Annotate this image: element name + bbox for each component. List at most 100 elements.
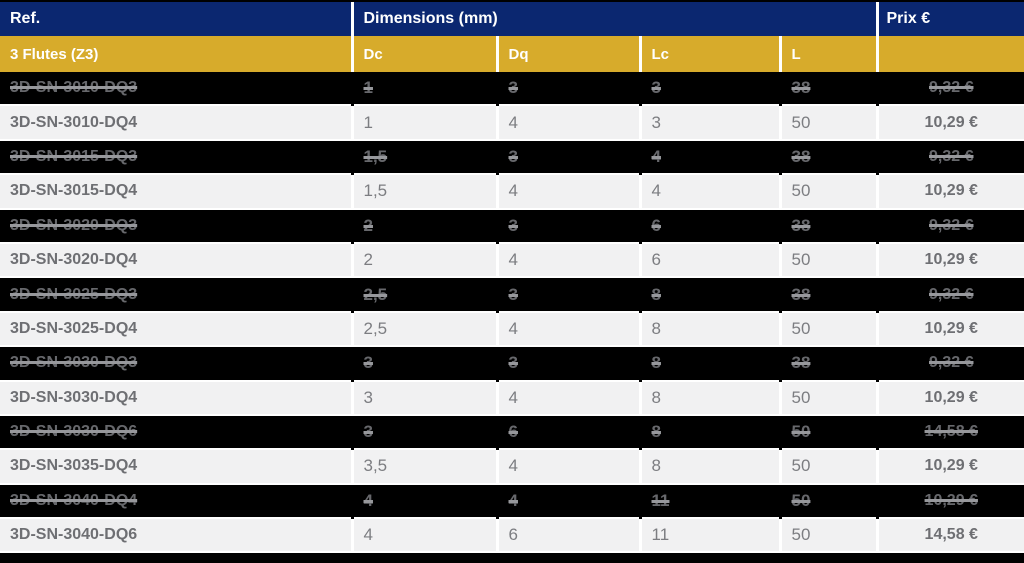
price-cell: 9,32 €	[875, 139, 1024, 175]
table-body: 3D-SN-3010-DQ3 1 3 3 38 9,32 € 3D-SN-301…	[0, 72, 1024, 553]
dc-value: 1	[363, 112, 373, 132]
dq-cell: 3	[495, 72, 640, 106]
dc-cell: 2,5	[350, 277, 497, 312]
table-row: 3D-SN-3010-DQ4 1 4 3 50 10,29 €	[0, 105, 1024, 140]
ref-code: 3D-SN-3025-DQ4	[10, 319, 138, 337]
dq-cell: 4	[495, 174, 640, 209]
dq-value: 4	[508, 250, 518, 270]
price-value: 9,32 €	[929, 147, 974, 165]
dc-value: 1,5	[363, 181, 388, 201]
l-cell: 50	[778, 449, 877, 484]
lc-value: 8	[651, 456, 661, 476]
price-cell: 10,29 €	[875, 311, 1024, 347]
ref-cell: 3D-SN-3015-DQ4	[0, 174, 352, 209]
price-cell: 9,32 €	[875, 208, 1024, 243]
dc-value: 2,5	[363, 284, 388, 304]
l-cell: 38	[778, 346, 877, 381]
dq-cell: 6	[495, 518, 640, 553]
lc-value: 11	[651, 490, 670, 510]
ref-code: 3D-SN-3020-DQ4	[10, 251, 138, 269]
l-value: 50	[791, 525, 811, 545]
dc-value: 2,5	[363, 318, 388, 338]
lc-cell: 4	[638, 139, 780, 175]
lc-cell: 8	[638, 346, 780, 381]
ref-code: 3D-SN-3035-DQ4	[10, 457, 138, 475]
dc-value: 1	[363, 78, 373, 98]
dc-value: 3	[363, 387, 373, 407]
price-value: 14,58 €	[924, 526, 978, 544]
price-cell: 10,29 €	[875, 483, 1024, 519]
l-value: 50	[791, 181, 811, 201]
lc-value: 6	[651, 215, 661, 235]
l-cell: 38	[778, 139, 877, 175]
ref-code: 3D-SN-3015-DQ3	[10, 147, 138, 165]
lc-value: 8	[651, 422, 661, 442]
column-header-prix: Prix €	[875, 2, 1024, 36]
price-value: 9,32 €	[929, 79, 974, 97]
dq-cell: 3	[495, 346, 640, 381]
price-cell: 14,58 €	[875, 518, 1024, 553]
l-cell: 50	[778, 174, 877, 209]
table-row: 3D-SN-3035-DQ4 3,5 4 8 50 10,29 €	[0, 449, 1024, 484]
dq-cell: 4	[495, 380, 640, 415]
lc-value: 8	[651, 353, 661, 373]
dc-cell: 3	[350, 414, 497, 450]
dq-value: 6	[508, 525, 518, 545]
price-cell: 9,32 €	[875, 346, 1024, 381]
dq-value: 4	[508, 490, 518, 510]
ref-code: 3D-SN-3010-DQ4	[10, 113, 138, 131]
dq-value: 4	[508, 387, 518, 407]
price-value: 10,29 €	[924, 182, 978, 200]
dc-cell: 2	[350, 242, 497, 278]
dq-cell: 4	[495, 311, 640, 347]
ref-cell: 3D-SN-3010-DQ4	[0, 105, 352, 140]
price-value: 9,32 €	[929, 285, 974, 303]
l-value: 50	[791, 422, 811, 442]
ref-code: 3D-SN-3030-DQ4	[10, 388, 138, 406]
ref-cell: 3D-SN-3015-DQ3	[0, 139, 352, 175]
dq-value: 4	[508, 456, 518, 476]
table-row: 3D-SN-3020-DQ3 2 3 6 38 9,32 €	[0, 208, 1024, 243]
lc-value: 3	[651, 112, 661, 132]
lc-cell: 8	[638, 414, 780, 450]
lc-value: 8	[651, 387, 661, 407]
dc-value: 3,5	[363, 456, 388, 476]
column-header-dimensions: Dimensions (mm)	[350, 2, 877, 36]
dc-value: 1,5	[363, 146, 388, 166]
price-cell: 10,29 €	[875, 242, 1024, 278]
price-value: 9,32 €	[929, 354, 974, 372]
column-header-dq: Dq	[495, 36, 640, 72]
price-value: 10,29 €	[924, 457, 978, 475]
l-value: 50	[791, 456, 811, 476]
dq-value: 6	[508, 422, 518, 442]
dc-value: 3	[363, 422, 373, 442]
price-value: 10,29 €	[924, 113, 978, 131]
table-row: 3D-SN-3030-DQ6 3 6 8 50 14,58 €	[0, 414, 1024, 450]
lc-cell: 11	[638, 483, 780, 519]
l-cell: 50	[778, 380, 877, 415]
dq-value: 4	[508, 181, 518, 201]
table-row: 3D-SN-3015-DQ3 1,5 3 4 38 9,32 €	[0, 139, 1024, 175]
lc-value: 8	[651, 318, 661, 338]
dq-cell: 4	[495, 105, 640, 140]
price-cell: 10,29 €	[875, 105, 1024, 140]
l-value: 50	[791, 250, 811, 270]
l-value: 38	[791, 215, 811, 235]
dq-cell: 4	[495, 242, 640, 278]
dq-cell: 3	[495, 208, 640, 243]
price-cell: 9,32 €	[875, 72, 1024, 106]
l-value: 50	[791, 490, 811, 510]
ref-code: 3D-SN-3025-DQ3	[10, 285, 138, 303]
ref-code: 3D-SN-3040-DQ4	[10, 491, 138, 509]
dc-value: 4	[363, 525, 373, 545]
dq-value: 4	[508, 112, 518, 132]
dc-cell: 3,5	[350, 449, 497, 484]
dq-value: 3	[508, 215, 518, 235]
dq-cell: 3	[495, 277, 640, 312]
ref-cell: 3D-SN-3025-DQ3	[0, 277, 352, 312]
table-row: 3D-SN-3020-DQ4 2 4 6 50 10,29 €	[0, 242, 1024, 278]
dc-cell: 3	[350, 346, 497, 381]
lc-value: 4	[651, 146, 661, 166]
l-value: 38	[791, 284, 811, 304]
l-cell: 50	[778, 518, 877, 553]
